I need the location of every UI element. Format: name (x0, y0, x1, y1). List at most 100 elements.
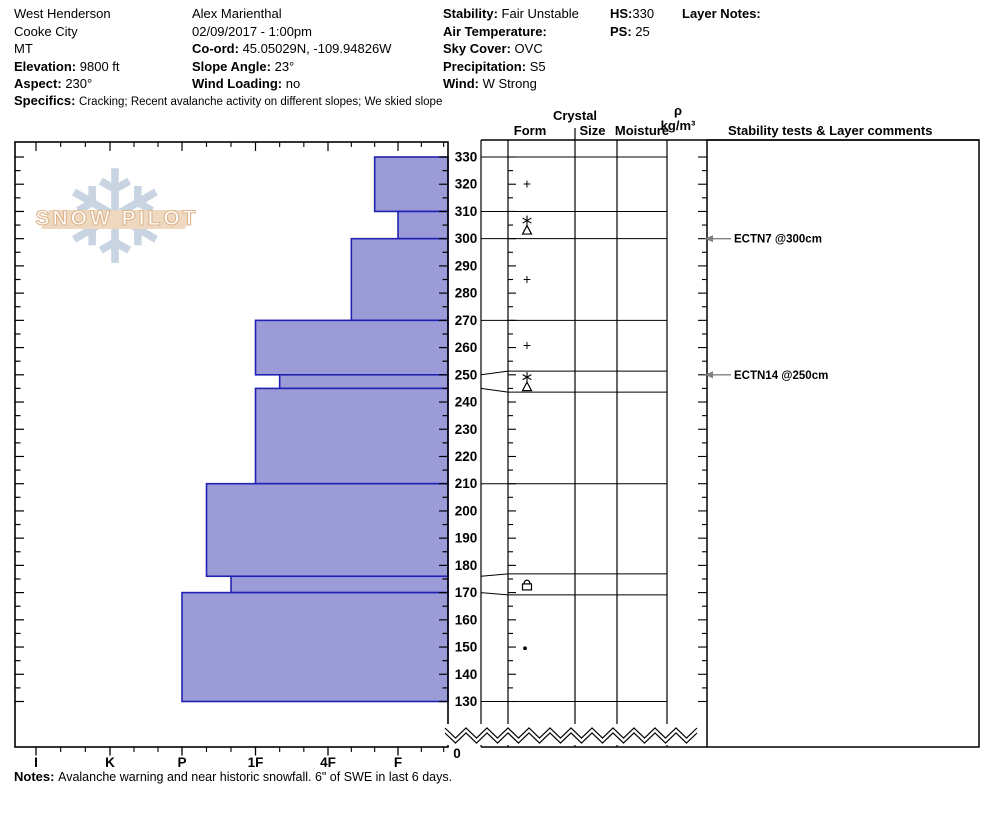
column-header-density-units: kg/m³ (660, 118, 696, 133)
header-hs-ps: HS:330 PS: 25 (610, 5, 654, 40)
notes-line: Notes: Avalanche warning and near histor… (14, 769, 452, 784)
y-axis-label-150: 150 (455, 640, 478, 655)
coord-value: 45.05029N, -109.94826W (242, 41, 392, 56)
y-axis-label-200: 200 (455, 503, 478, 518)
layer-bar-250-245 (278, 373, 449, 390)
layer-boundary-connector (480, 387, 509, 393)
layer-bar-310-300 (397, 210, 449, 240)
specifics-label: Specifics: (14, 93, 76, 108)
wind-label: Wind: (443, 76, 479, 91)
site-area: Cooke City (14, 23, 78, 39)
y-axis-label-220: 220 (455, 449, 478, 464)
layer-bar-176-170 (230, 575, 449, 594)
column-header-size: Size (579, 123, 606, 138)
grain-form-symbol-stellar (522, 217, 532, 224)
x-axis-label-F: F (394, 755, 402, 770)
y-axis-label-240: 240 (455, 395, 478, 410)
y-axis-label-160: 160 (455, 612, 478, 627)
notes-value: Avalanche warning and near historic snow… (58, 770, 453, 784)
elevation-line: Elevation: 9800 ft (14, 58, 120, 76)
column-header-density-symbol: ρ (673, 103, 683, 118)
watermark-banner (41, 210, 193, 229)
layer-bar-170-130 (181, 591, 449, 703)
watermark-text: SNOW PILOT (36, 207, 199, 230)
ps-line: PS: 25 (610, 23, 654, 41)
slope-angle-value: 23° (274, 58, 295, 74)
sky-cover-value: OVC (514, 41, 543, 56)
x-axis-label-1F: 1F (248, 755, 264, 770)
grain-form-symbol-new-snow: + (523, 271, 531, 287)
stability-tests-panel (706, 139, 980, 748)
precip-value: S5 (529, 58, 546, 74)
y-axis-label-210: 210 (455, 476, 478, 491)
stability-test-label: ECTN7 @300cm (734, 234, 822, 246)
observation-datetime: 02/09/2017 - 1:00pm (192, 23, 312, 39)
site-name: West Henderson (14, 6, 111, 21)
y-axis-label-280: 280 (455, 286, 478, 301)
grain-form-symbol-crust-base (521, 583, 533, 591)
grain-form-symbol-stellar (522, 374, 532, 381)
column-header-crystal: Crystal (552, 108, 598, 123)
test-arrow-head (705, 235, 713, 243)
layer-bar-330-310 (373, 156, 449, 213)
layer-bar-210-176 (205, 482, 449, 578)
stability-label: Stability: (443, 6, 498, 21)
air-temp-label: Air Temperature: (443, 23, 547, 39)
header-observer: Alex Marienthal 02/09/2017 - 1:00pm Co-o… (192, 5, 391, 93)
y-axis-label-230: 230 (455, 422, 478, 437)
grain-form-symbol-new-snow: + (523, 176, 531, 192)
layer-notes-label: Layer Notes: (682, 6, 761, 21)
column-header-moisture: Moisture (614, 123, 670, 138)
wind-loading-value: no (285, 76, 301, 91)
hs-label: HS: (610, 6, 633, 21)
notes-label: Notes: (14, 769, 55, 784)
aspect-value: 230° (65, 76, 93, 91)
header-location: West Henderson Cooke City MT Elevation: … (14, 5, 120, 93)
y-axis-label-190: 190 (455, 531, 478, 546)
y-axis-label-250: 250 (455, 367, 478, 382)
y-axis-label-290: 290 (455, 258, 478, 273)
layer-notes-line: Layer Notes: (682, 5, 761, 23)
y-axis-label-300: 300 (455, 231, 478, 246)
elevation-label: Elevation: (14, 58, 77, 74)
site-state: MT (14, 41, 33, 56)
layer-bar-300-270 (350, 237, 449, 322)
air-temp-line: Air Temperature: (443, 23, 579, 41)
ps-value: 25 (635, 23, 650, 39)
y-axis-label-170: 170 (455, 585, 478, 600)
header-layer-notes: Layer Notes: (682, 5, 761, 23)
grain-form-symbol-rounded-grains (523, 646, 527, 651)
coord-label: Co-ord: (192, 41, 239, 56)
aspect-line: Aspect: 230° (14, 75, 120, 93)
grain-form-symbol-crust-arc (523, 579, 531, 585)
ps-label: PS: (610, 23, 632, 39)
ground-break-zigzag-2 (444, 732, 698, 744)
y-axis-label-130: 130 (455, 694, 478, 709)
wind-loading-label: Wind Loading: (192, 76, 283, 91)
y-axis-label-180: 180 (455, 558, 478, 573)
sky-cover-label: Sky Cover: (443, 41, 511, 56)
x-axis-label-K: K (105, 755, 115, 770)
y-axis-label-320: 320 (455, 177, 478, 192)
ground-break-zigzag-1 (444, 727, 698, 739)
stability-value: Fair Unstable (501, 6, 579, 21)
stability-test-label: ECTN14 @250cm (734, 370, 828, 382)
hs-value: 330 (632, 6, 655, 21)
wind-value: W Strong (482, 76, 537, 91)
x-axis-label-I: I (34, 755, 38, 770)
layer-bar-245-210 (254, 387, 449, 485)
column-header-form: Form (513, 123, 547, 138)
ground-zero-label: 0 (453, 746, 461, 761)
layer-boundary-connector (480, 573, 509, 577)
column-header-stability-tests: Stability tests & Layer comments (728, 123, 933, 138)
slope-angle-line: Slope Angle: 23° (192, 58, 391, 76)
y-axis-label-310: 310 (455, 204, 478, 219)
precip-line: Precipitation: S5 (443, 58, 579, 76)
precip-label: Precipitation: (443, 58, 527, 74)
observer-name: Alex Marienthal (192, 6, 282, 21)
specifics-line: Specifics: Cracking; Recent avalanche ac… (14, 93, 442, 108)
header-conditions: Stability: Fair Unstable Air Temperature… (443, 5, 579, 93)
y-axis-label-270: 270 (455, 313, 478, 328)
